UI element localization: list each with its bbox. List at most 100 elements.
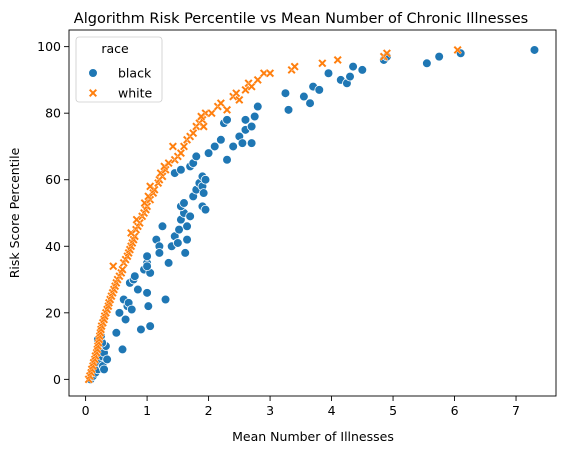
data-point-white <box>317 58 327 68</box>
series-layer <box>84 45 540 385</box>
data-point-white <box>176 148 186 158</box>
data-point-black <box>176 164 186 175</box>
data-point-white <box>240 85 250 95</box>
data-point-black <box>348 61 358 72</box>
data-point-black <box>182 234 192 245</box>
legend-label-white: white <box>118 86 153 101</box>
x-tick-label: 6 <box>451 403 459 418</box>
data-point-black <box>237 138 248 148</box>
data-point-black <box>133 284 143 295</box>
y-tick-label: 40 <box>45 239 61 254</box>
data-point-black <box>314 85 325 95</box>
x-tick-label: 5 <box>389 403 397 418</box>
data-point-black <box>145 321 155 331</box>
data-point-black <box>102 354 112 365</box>
data-point-black <box>200 174 211 185</box>
data-point-black <box>157 221 168 232</box>
legend-marker-black <box>88 68 98 78</box>
data-point-black <box>182 221 192 232</box>
data-point-white <box>188 128 198 138</box>
legend-title: race <box>101 41 129 56</box>
data-point-black <box>126 304 137 315</box>
y-axis-label: Risk Score Percentile <box>7 147 22 278</box>
plot-frame <box>68 29 557 397</box>
data-point-black <box>357 65 368 75</box>
data-point-white <box>231 88 241 98</box>
data-point-white <box>290 62 300 72</box>
legend-marker-white <box>88 88 98 98</box>
data-point-white <box>207 108 217 118</box>
data-point-black <box>163 258 174 268</box>
y-tick-label: 60 <box>45 172 61 187</box>
legend-label-black: black <box>118 66 152 81</box>
data-point-black <box>216 135 226 145</box>
data-point-black <box>143 301 154 311</box>
data-point-black <box>422 58 432 69</box>
series-white <box>84 45 463 384</box>
data-point-black <box>111 327 122 338</box>
data-point-black <box>200 204 211 215</box>
data-point-black <box>240 115 251 125</box>
data-point-white <box>216 98 226 108</box>
legend-box <box>75 36 163 103</box>
data-point-black <box>305 98 315 108</box>
data-point-black <box>114 308 125 318</box>
data-point-black <box>283 105 294 115</box>
data-point-black <box>246 138 257 148</box>
data-point-black <box>222 115 232 125</box>
data-point-black <box>280 88 291 99</box>
data-point-white <box>247 82 257 92</box>
data-point-black <box>142 261 152 272</box>
data-point-black <box>180 248 191 258</box>
data-point-black <box>252 101 263 112</box>
data-point-white <box>234 95 244 105</box>
data-point-black <box>120 314 131 325</box>
x-tick-label: 0 <box>82 403 90 418</box>
data-point-black <box>299 91 309 102</box>
data-point-white <box>118 265 127 275</box>
data-point-black <box>222 154 232 165</box>
y-tick-label: 0 <box>53 372 61 387</box>
y-tick-label: 20 <box>45 305 61 320</box>
x-tick-label: 1 <box>143 403 151 418</box>
x-tick-label: 3 <box>266 403 274 418</box>
data-point-black <box>529 45 540 55</box>
y-axis-ticks: 0 20 40 60 80 100 <box>37 39 69 387</box>
data-point-white <box>145 181 155 191</box>
data-point-black <box>99 364 109 375</box>
x-axis-label: Mean Number of Illnesses <box>232 429 394 444</box>
data-point-white <box>108 261 118 271</box>
data-point-white <box>253 75 263 85</box>
legend: race black white <box>75 36 163 103</box>
data-point-white <box>140 198 150 208</box>
data-point-black <box>136 324 146 335</box>
data-point-black <box>174 224 184 235</box>
data-point-white <box>164 158 174 168</box>
chart-title: Algorithm Risk Percentile vs Mean Number… <box>74 11 528 27</box>
data-point-white <box>132 215 142 225</box>
data-point-black <box>323 68 334 79</box>
data-point-black <box>142 288 152 298</box>
data-point-black <box>191 151 202 162</box>
data-point-black <box>154 248 165 258</box>
data-point-black <box>249 111 260 122</box>
series-black <box>85 45 540 385</box>
x-axis-ticks: 0 1 2 3 4 5 6 7 <box>82 396 520 418</box>
data-point-black <box>203 148 214 158</box>
data-point-black <box>117 344 128 355</box>
y-tick-label: 100 <box>37 39 61 54</box>
data-point-black <box>185 211 195 222</box>
data-point-white <box>196 112 206 121</box>
data-point-black <box>179 198 189 208</box>
data-point-black <box>228 141 238 152</box>
data-point-black <box>209 141 220 152</box>
data-point-black <box>142 251 152 262</box>
data-point-black <box>173 238 183 248</box>
data-point-white <box>333 55 343 65</box>
x-tick-label: 4 <box>328 403 336 418</box>
legend-items: black white <box>88 66 153 101</box>
data-point-white <box>199 122 209 131</box>
data-point-black <box>246 121 257 132</box>
data-point-white <box>179 141 189 151</box>
